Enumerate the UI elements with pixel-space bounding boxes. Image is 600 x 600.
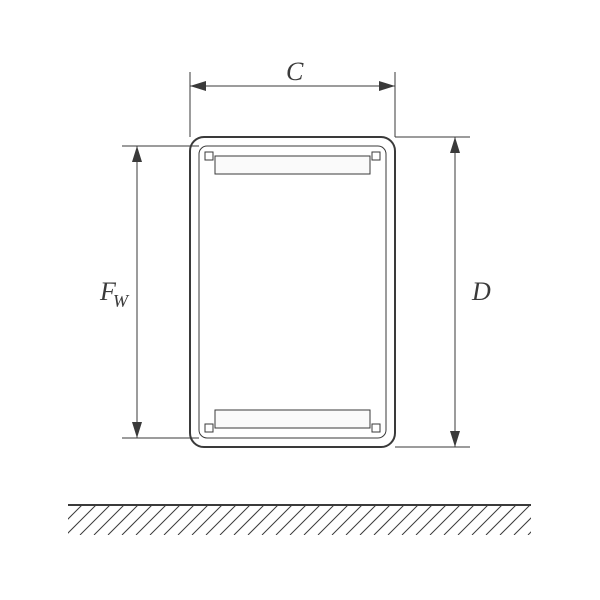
dim-c-label: C: [286, 57, 304, 86]
dim-fw-sub: W: [113, 291, 130, 311]
bearing-diagram: CFWD: [0, 0, 600, 600]
dim-d-label: D: [471, 277, 491, 306]
ground-hatch: [38, 505, 558, 535]
